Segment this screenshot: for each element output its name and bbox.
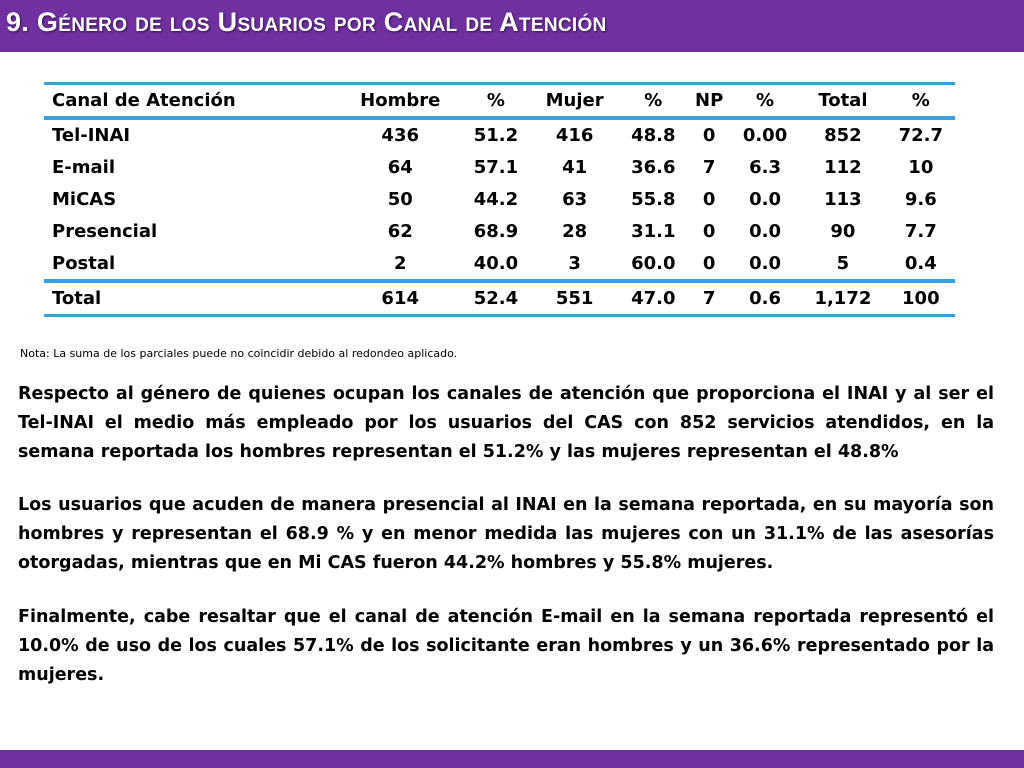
table-row: Presencial 62 68.9 28 31.1 0 0.0 90 7.7	[44, 215, 955, 248]
cell-np: 0	[687, 247, 731, 281]
total-np: 7	[702, 288, 716, 309]
cell-mujer-pct: 31.1	[619, 215, 688, 248]
total-mujer-pct: 47.0	[631, 288, 676, 309]
total-hombre: 614	[381, 288, 419, 309]
cell-total-pct: 9.6	[886, 183, 955, 216]
table-total-row: Total 614 52.4 551 47.0 7 0.6 1,172 100	[44, 281, 955, 316]
cell-total-pct: 10	[886, 151, 955, 184]
cell-hombre-pct: 68.9	[461, 215, 531, 248]
cell-mujer: 416	[555, 125, 594, 146]
header-mujer: Mujer	[545, 90, 604, 111]
header-total: Total	[818, 90, 868, 111]
cell-total: 90	[799, 215, 887, 248]
cell-np-pct: 0.0	[730, 215, 800, 248]
cell-total: 112	[799, 151, 887, 184]
title-bar: 9. Género de los Usuarios por Canal de A…	[0, 0, 1024, 52]
cell-mujer: 3	[530, 247, 620, 281]
cell-mujer-pct: 60.0	[619, 247, 688, 281]
cell-np: 0	[687, 183, 731, 216]
total-total: 1,172	[814, 288, 872, 309]
cell-hombre: 2	[338, 247, 462, 281]
paragraph-presencial: Los usuarios que acuden de manera presen…	[18, 495, 994, 573]
cell-mujer-pct: 55.8	[619, 183, 688, 216]
table-row: E-mail 64 57.1 41 36.6 7 6.3 112 10	[44, 151, 955, 184]
cell-mujer-pct: 36.6	[619, 151, 688, 184]
cell-np-pct: 0.0	[730, 183, 800, 216]
cell-np: 7	[687, 151, 731, 184]
cell-canal: Presencial	[44, 215, 339, 248]
cell-hombre: 436	[381, 125, 419, 146]
total-mujer: 551	[555, 288, 594, 309]
cell-total: 852	[824, 125, 862, 146]
header-canal: Canal de Atención	[52, 90, 236, 111]
cell-hombre: 62	[338, 215, 462, 248]
total-total-pct: 100	[902, 288, 940, 309]
paragraph-email: Finalmente, cabe resaltar que el canal d…	[18, 607, 994, 685]
slide-title: 9. Género de los Usuarios por Canal de A…	[6, 7, 607, 37]
rounding-note: Nota: La suma de los parciales puede no …	[20, 347, 458, 360]
header-np-pct: %	[756, 90, 775, 111]
cell-hombre: 64	[338, 151, 462, 184]
gender-by-channel-table: Canal de Atención Hombre % Mujer % NP % …	[44, 82, 955, 317]
paragraph-tel-inai: Respecto al género de quienes ocupan los…	[18, 384, 994, 462]
cell-hombre-pct: 51.2	[473, 125, 519, 146]
cell-mujer: 28	[530, 215, 620, 248]
header-hombre: Hombre	[360, 90, 441, 111]
header-np: NP	[695, 90, 724, 111]
cell-total-pct: 7.7	[886, 215, 955, 248]
cell-total-pct: 0.4	[886, 247, 955, 281]
cell-np: 0	[702, 125, 716, 146]
cell-hombre-pct: 40.0	[461, 247, 531, 281]
cell-mujer: 41	[530, 151, 620, 184]
table-row: MiCAS 50 44.2 63 55.8 0 0.0 113 9.6	[44, 183, 955, 216]
cell-hombre-pct: 44.2	[461, 183, 531, 216]
cell-total: 113	[799, 183, 887, 216]
table-row: Tel-INAI 436 51.2 416 48.8 0 0.00 852 72…	[44, 118, 955, 152]
cell-canal: Tel-INAI	[52, 125, 131, 146]
cell-mujer: 63	[530, 183, 620, 216]
header-hombre-pct: %	[486, 90, 505, 111]
table-header-row: Canal de Atención Hombre % Mujer % NP % …	[44, 83, 955, 118]
cell-np-pct: 6.3	[730, 151, 800, 184]
total-np-pct: 0.6	[749, 288, 781, 309]
cell-canal: Postal	[44, 247, 339, 281]
total-label: Total	[52, 288, 102, 309]
header-total-pct: %	[911, 90, 930, 111]
cell-hombre-pct: 57.1	[461, 151, 531, 184]
cell-hombre: 50	[338, 183, 462, 216]
cell-canal: MiCAS	[44, 183, 339, 216]
cell-np-pct: 0.00	[742, 125, 788, 146]
bottom-bar	[0, 750, 1024, 768]
cell-np-pct: 0.0	[730, 247, 800, 281]
total-hombre-pct: 52.4	[473, 288, 519, 309]
cell-total: 5	[799, 247, 887, 281]
header-mujer-pct: %	[644, 90, 663, 111]
table-row: Postal 2 40.0 3 60.0 0 0.0 5 0.4	[44, 247, 955, 281]
cell-np: 0	[687, 215, 731, 248]
cell-total-pct: 72.7	[898, 125, 944, 146]
cell-mujer-pct: 48.8	[631, 125, 676, 146]
cell-canal: E-mail	[44, 151, 339, 184]
